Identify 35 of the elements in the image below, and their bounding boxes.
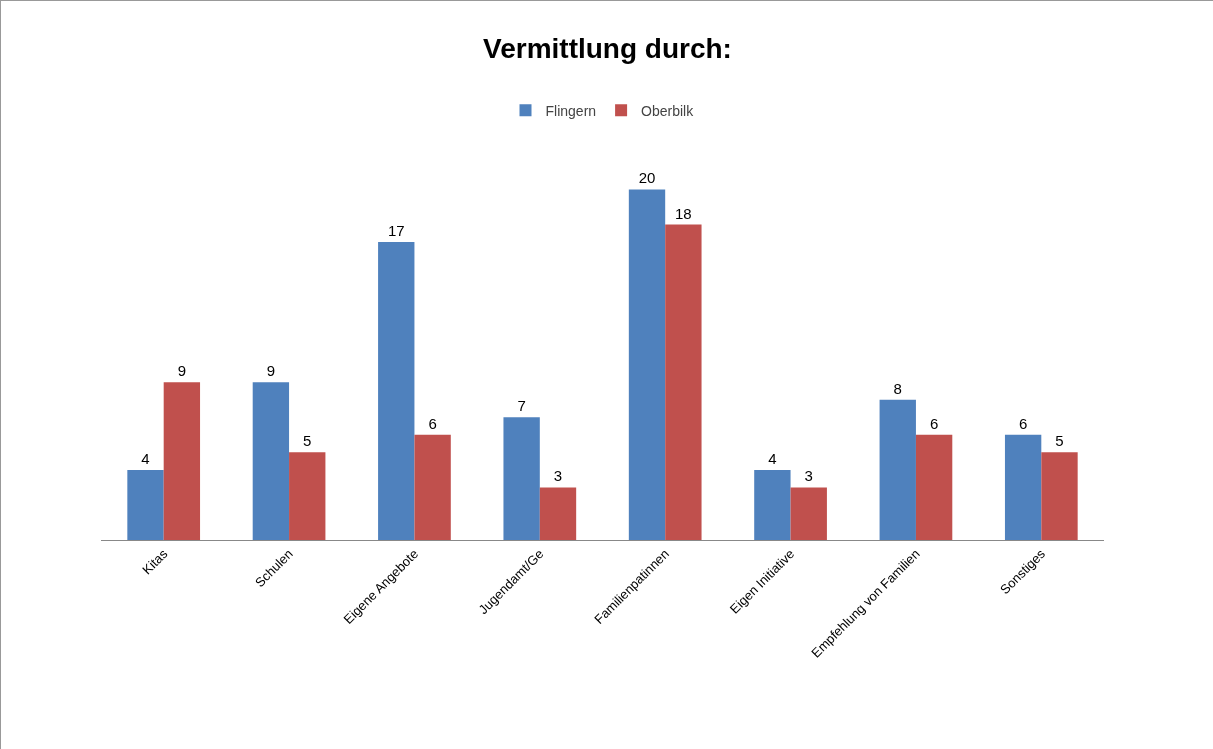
bar [252,382,290,540]
bar [127,469,164,540]
chart-title: Vermittlung durch: [483,33,732,65]
bar [754,469,791,540]
bar [915,434,953,540]
bar [378,242,415,540]
bar [628,189,666,540]
data-label: 6 [428,414,437,432]
bar [289,452,326,540]
data-label: 3 [553,467,563,485]
bar [414,434,451,540]
legend-label: Flingern [545,102,597,119]
data-label: 8 [893,379,902,397]
bar [503,417,540,540]
data-label: 7 [517,397,526,415]
data-label: 18 [675,204,692,222]
data-label: 4 [768,449,777,467]
bar [665,224,702,540]
bar [163,382,201,540]
data-label: 20 [638,169,656,187]
bar [879,399,916,540]
data-label: 6 [929,414,939,432]
bar [790,487,827,540]
data-label: 3 [804,467,813,485]
data-label: 5 [303,432,312,450]
data-label: 4 [141,449,150,467]
legend-label: Oberbilk [641,102,695,119]
data-label: 17 [387,222,405,240]
data-label: 5 [1055,432,1064,450]
bar [1041,452,1078,540]
data-label: 9 [266,362,276,380]
bar [1004,434,1042,540]
data-label: 6 [1018,414,1028,432]
data-label: 9 [177,362,187,380]
bar [539,487,577,540]
